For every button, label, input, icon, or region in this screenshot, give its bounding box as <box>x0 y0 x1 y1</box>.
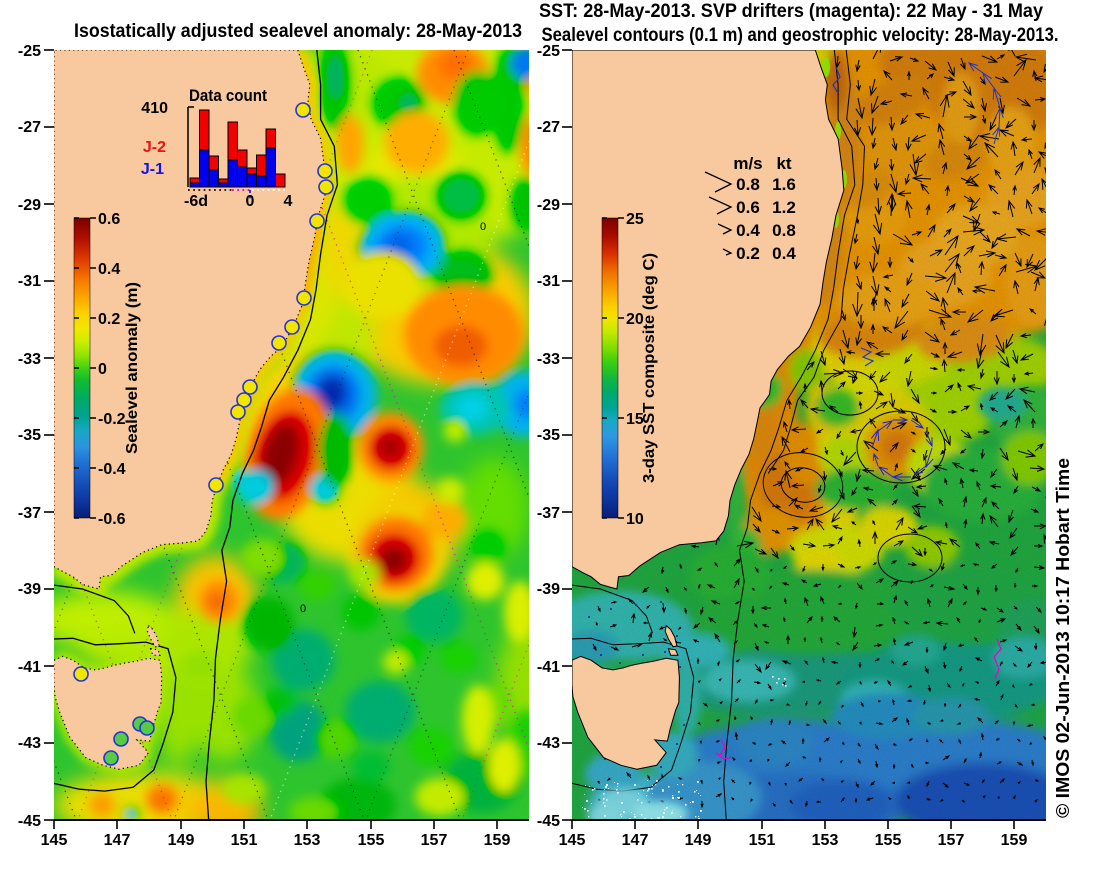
svg-text:m/s: m/s <box>733 154 762 173</box>
svg-text:-35: -35 <box>18 427 41 444</box>
svg-text:Data count: Data count <box>189 86 267 105</box>
svg-text:0: 0 <box>246 193 255 210</box>
svg-text:-0.4: -0.4 <box>98 461 126 478</box>
svg-text:-31: -31 <box>537 273 560 290</box>
svg-text:0.8: 0.8 <box>772 221 796 240</box>
svg-text:153: 153 <box>294 832 321 849</box>
svg-text:151: 151 <box>749 832 776 849</box>
svg-text:J-2: J-2 <box>143 139 166 156</box>
svg-text:SST: 28-May-2013. SVP drifters: SST: 28-May-2013. SVP drifters (magenta)… <box>539 1 1043 22</box>
svg-text:-41: -41 <box>537 659 560 676</box>
svg-text:25: 25 <box>626 211 644 228</box>
svg-text:-43: -43 <box>18 735 41 752</box>
svg-text:1.2: 1.2 <box>772 198 796 217</box>
svg-text:410: 410 <box>141 100 168 117</box>
svg-text:Sealevel contours (0.1 m) and: Sealevel contours (0.1 m) and geostrophi… <box>542 25 1059 46</box>
svg-text:157: 157 <box>421 832 448 849</box>
svg-text:-43: -43 <box>537 735 560 752</box>
svg-text:151: 151 <box>231 832 258 849</box>
svg-text:© IMOS 02-Jun-2013 10:17 Hobar: © IMOS 02-Jun-2013 10:17 Hobart Time <box>1053 458 1073 818</box>
svg-text:-39: -39 <box>537 581 560 598</box>
svg-text:-39: -39 <box>18 581 41 598</box>
svg-text:147: 147 <box>622 832 649 849</box>
svg-text:-35: -35 <box>537 427 560 444</box>
svg-text:-29: -29 <box>18 197 41 214</box>
svg-text:15: 15 <box>626 411 644 428</box>
svg-text:159: 159 <box>1001 832 1028 849</box>
svg-text:0.6: 0.6 <box>736 198 760 217</box>
svg-text:-37: -37 <box>537 505 560 522</box>
svg-text:157: 157 <box>938 832 965 849</box>
svg-text:-41: -41 <box>18 659 41 676</box>
svg-text:0.2: 0.2 <box>736 244 760 263</box>
svg-text:-31: -31 <box>18 273 41 290</box>
svg-text:-45: -45 <box>537 813 560 830</box>
svg-text:Sealevel anomaly (m): Sealevel anomaly (m) <box>124 282 141 454</box>
svg-text:0: 0 <box>98 361 107 378</box>
svg-text:-45: -45 <box>18 813 41 830</box>
svg-text:kt: kt <box>776 154 791 173</box>
svg-text:10: 10 <box>626 511 644 528</box>
svg-text:-6d: -6d <box>184 193 208 210</box>
svg-text:-37: -37 <box>18 505 41 522</box>
svg-text:155: 155 <box>358 832 385 849</box>
svg-text:0: 0 <box>300 603 306 615</box>
svg-text:-27: -27 <box>18 119 41 136</box>
svg-text:153: 153 <box>812 832 839 849</box>
svg-text:0.4: 0.4 <box>736 221 760 240</box>
svg-text:0.2: 0.2 <box>98 311 120 328</box>
svg-text:Isostatically adjusted sealeve: Isostatically adjusted sealevel anomaly:… <box>74 21 522 42</box>
svg-text:-27: -27 <box>537 119 560 136</box>
svg-text:147: 147 <box>104 832 131 849</box>
svg-text:149: 149 <box>168 832 195 849</box>
svg-text:-25: -25 <box>18 43 41 60</box>
svg-text:0.4: 0.4 <box>98 261 120 278</box>
svg-text:0.4: 0.4 <box>772 244 796 263</box>
svg-text:-0.2: -0.2 <box>98 411 126 428</box>
svg-text:1.6: 1.6 <box>772 175 796 194</box>
svg-text:3-day SST composite (deg C): 3-day SST composite (deg C) <box>641 253 658 483</box>
svg-text:159: 159 <box>484 832 511 849</box>
svg-text:0.6: 0.6 <box>98 211 120 228</box>
svg-text:155: 155 <box>875 832 902 849</box>
svg-text:145: 145 <box>41 832 68 849</box>
svg-text:J-1: J-1 <box>141 161 164 178</box>
svg-text:0: 0 <box>480 221 486 233</box>
svg-text:4: 4 <box>284 193 293 210</box>
svg-text:-29: -29 <box>537 197 560 214</box>
svg-text:0.8: 0.8 <box>736 175 760 194</box>
svg-text:-33: -33 <box>18 351 41 368</box>
svg-text:-33: -33 <box>537 351 560 368</box>
svg-text:145: 145 <box>559 832 586 849</box>
svg-text:-25: -25 <box>537 43 560 60</box>
svg-text:149: 149 <box>685 832 712 849</box>
svg-text:-0.6: -0.6 <box>98 511 126 528</box>
svg-text:20: 20 <box>626 311 644 328</box>
